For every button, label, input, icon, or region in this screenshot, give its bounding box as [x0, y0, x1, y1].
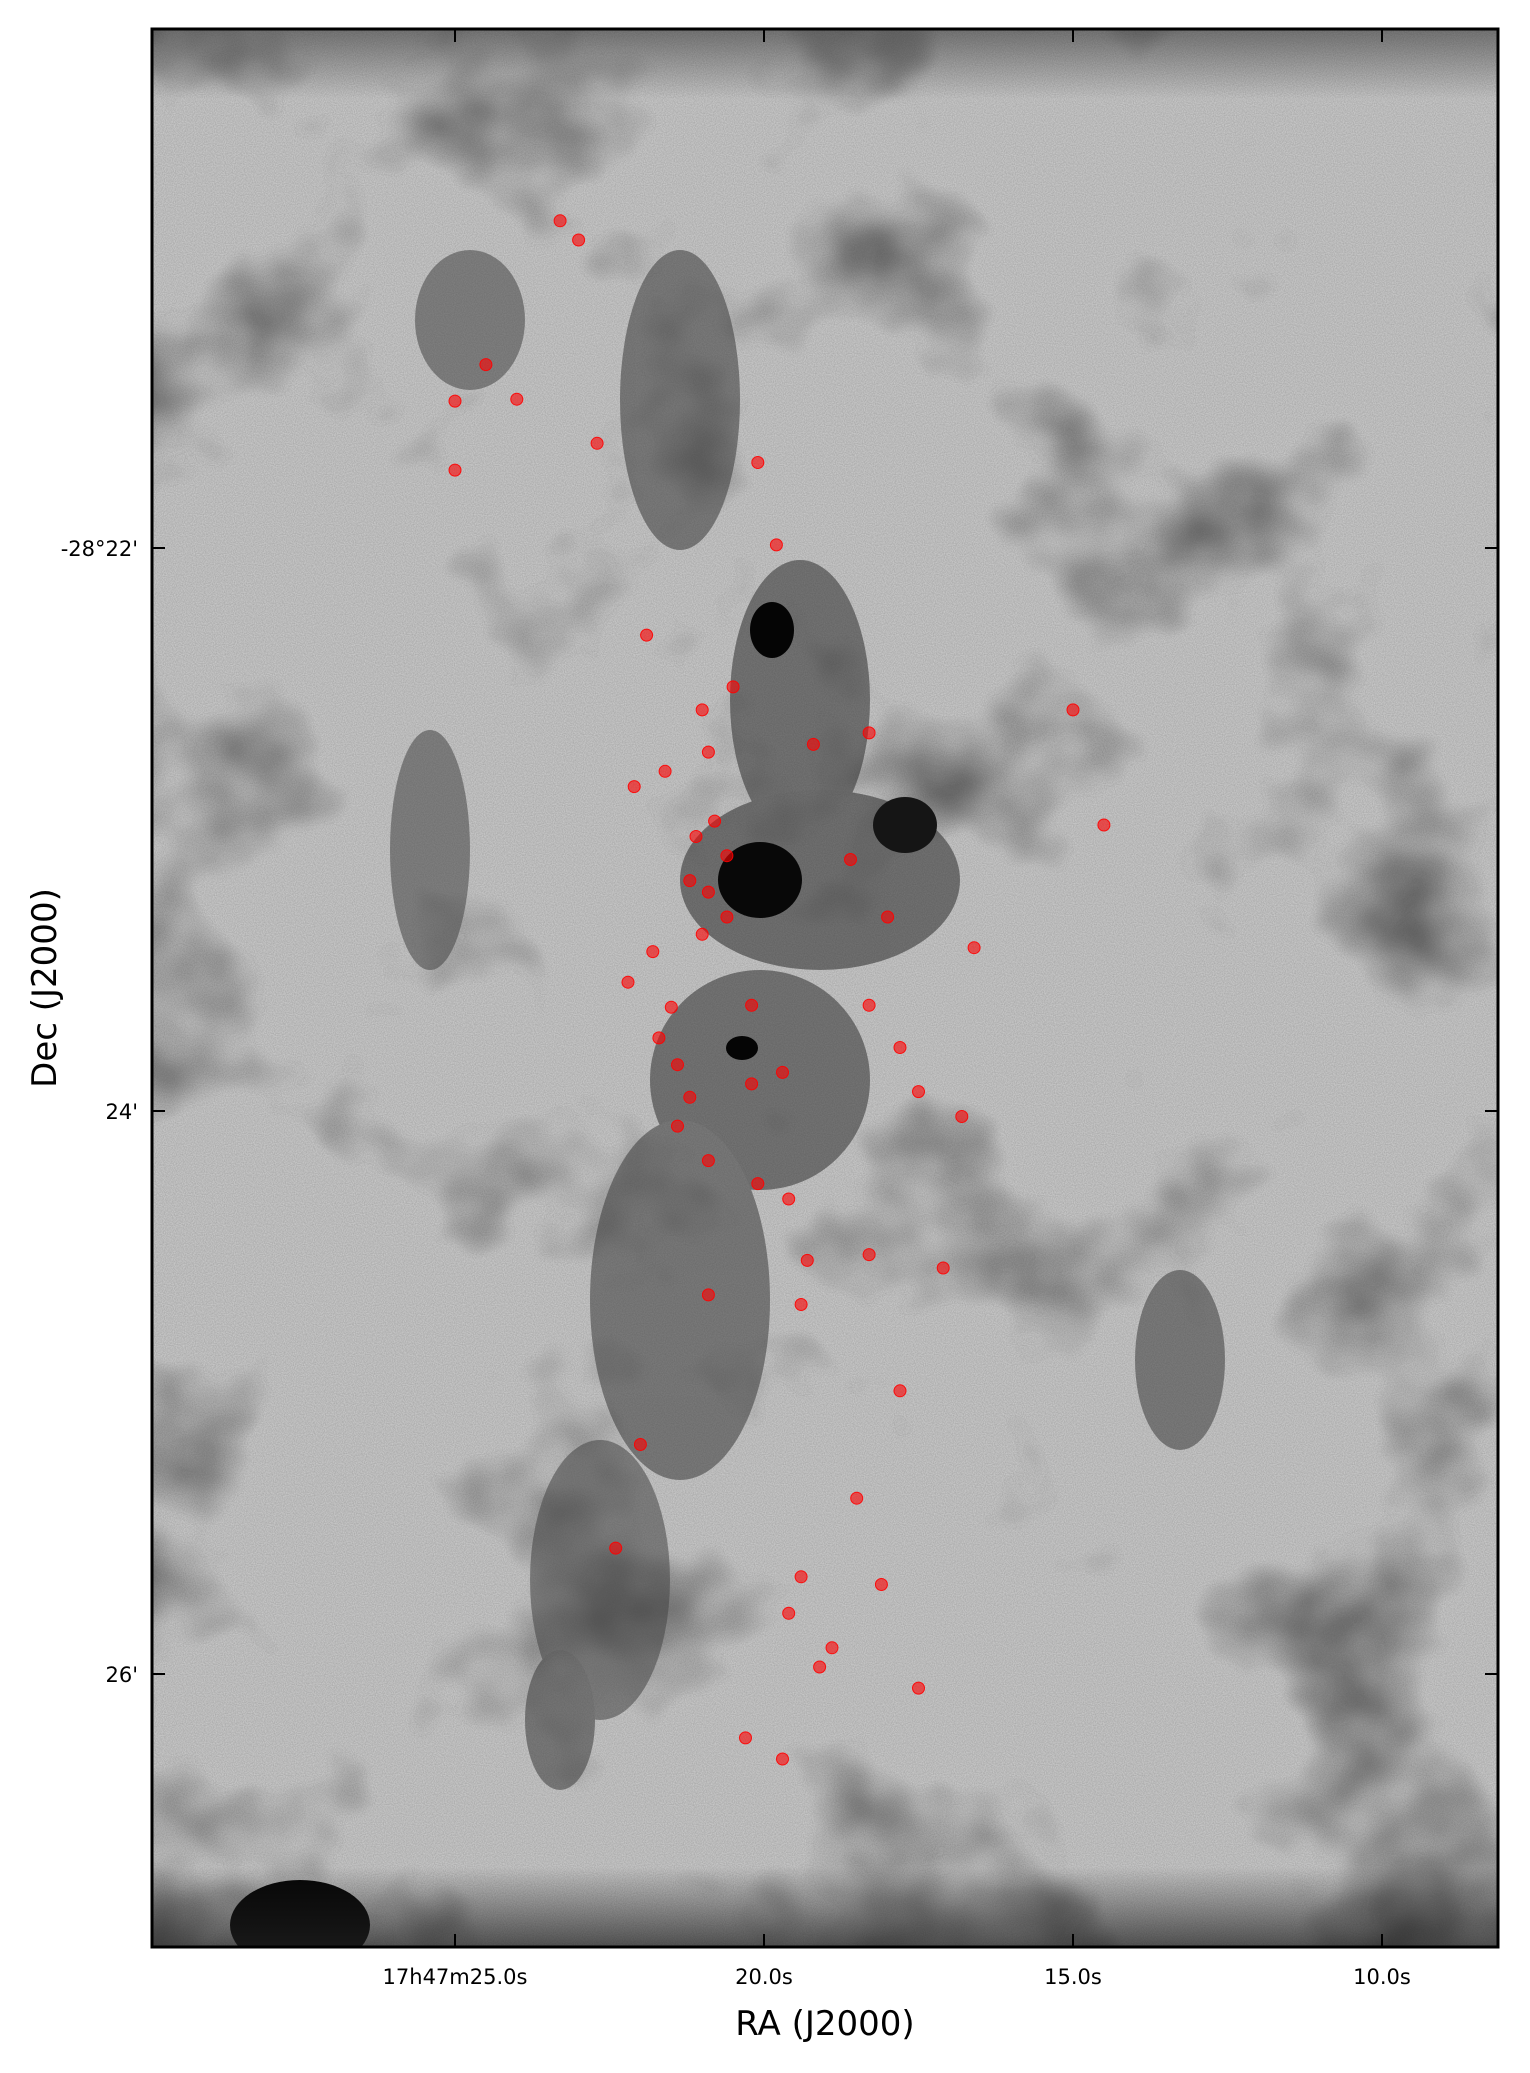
y-axis-label: Dec (J2000) — [25, 888, 65, 1088]
source-marker — [510, 392, 524, 406]
source-marker — [1097, 818, 1111, 832]
source-marker — [769, 538, 783, 552]
source-marker — [739, 1731, 752, 1745]
source-marker — [726, 680, 740, 694]
x-tick: 15.0s — [1044, 29, 1102, 1989]
source-marker — [794, 1298, 808, 1311]
source-marker — [893, 1041, 907, 1054]
source-marker — [844, 853, 857, 866]
source-marker — [720, 910, 734, 924]
source-marker — [695, 703, 709, 717]
source-markers — [448, 214, 1111, 1766]
x-tick: 17h47m25.0s — [383, 29, 528, 1989]
source-marker — [609, 1541, 623, 1555]
source-marker — [782, 1606, 796, 1620]
source-marker — [652, 1031, 666, 1045]
source-marker — [782, 1192, 796, 1206]
source-marker — [874, 1578, 888, 1591]
y-tick: -28°22' — [61, 537, 1498, 561]
source-marker — [627, 780, 641, 794]
source-marker — [955, 1110, 969, 1123]
source-marker — [448, 394, 462, 408]
source-marker — [936, 1261, 950, 1275]
source-marker — [658, 764, 672, 778]
source-marker — [479, 358, 493, 372]
source-marker — [633, 1438, 647, 1451]
source-marker — [912, 1681, 925, 1695]
y-tick-label: 26' — [106, 1663, 139, 1687]
x-tick: 20.0s — [735, 29, 793, 1989]
source-marker — [776, 1065, 789, 1079]
source-marker — [664, 1000, 678, 1014]
source-marker — [701, 1288, 715, 1302]
y-tick-label: -28°22' — [61, 537, 138, 561]
y-axis-ticks: -28°22' 24' 26' — [61, 537, 1498, 1687]
source-marker — [794, 1570, 808, 1584]
source-marker — [813, 1660, 827, 1674]
source-marker — [640, 628, 654, 642]
x-axis-ticks: 17h47m25.0s 20.0s 15.0s 10.0s — [383, 29, 1411, 1989]
source-marker — [708, 814, 722, 828]
source-marker — [806, 737, 820, 751]
dust-texture — [152, 29, 1498, 1947]
x-tick-label: 20.0s — [735, 1965, 793, 1989]
source-marker — [800, 1253, 814, 1267]
source-marker — [967, 941, 981, 955]
x-tick-label: 10.0s — [1353, 1965, 1411, 1989]
source-marker — [671, 1058, 684, 1072]
source-marker — [751, 456, 765, 469]
source-marker — [671, 1119, 684, 1133]
y-tick: 24' — [106, 1100, 1498, 1124]
source-marker — [751, 1177, 765, 1191]
source-marker — [862, 998, 876, 1012]
source-marker — [683, 874, 697, 888]
source-marker — [572, 233, 586, 247]
bottom-edge-fade — [152, 1867, 1498, 1947]
source-marker — [862, 726, 876, 740]
source-marker — [683, 1090, 697, 1104]
source-marker — [862, 1248, 876, 1262]
source-marker — [701, 745, 715, 759]
source-marker — [590, 436, 604, 450]
source-marker — [701, 885, 715, 899]
source-marker — [695, 927, 709, 941]
x-tick-label: 17h47m25.0s — [383, 1965, 528, 1989]
source-marker — [1066, 703, 1080, 717]
source-marker — [448, 463, 462, 477]
x-tick: 10.0s — [1353, 29, 1411, 1989]
image-panel — [152, 29, 1498, 1947]
source-marker — [893, 1384, 907, 1398]
source-marker — [646, 945, 660, 959]
top-edge-fade — [152, 29, 1498, 99]
source-marker — [776, 1752, 789, 1766]
y-tick-label: 24' — [106, 1100, 139, 1124]
x-tick-label: 15.0s — [1044, 1965, 1102, 1989]
x-axis-label: RA (J2000) — [735, 2004, 914, 2044]
y-tick: 26' — [106, 1663, 1498, 1687]
source-marker — [745, 1077, 759, 1091]
source-marker — [689, 830, 703, 843]
source-marker — [825, 1641, 839, 1655]
source-marker — [701, 1154, 715, 1168]
source-marker — [912, 1085, 925, 1099]
source-marker — [720, 849, 734, 863]
source-marker — [881, 910, 895, 924]
source-marker — [850, 1491, 864, 1505]
source-marker — [621, 975, 635, 989]
plot-frame — [150, 27, 1500, 1949]
source-marker — [745, 998, 759, 1012]
source-marker — [553, 214, 567, 228]
